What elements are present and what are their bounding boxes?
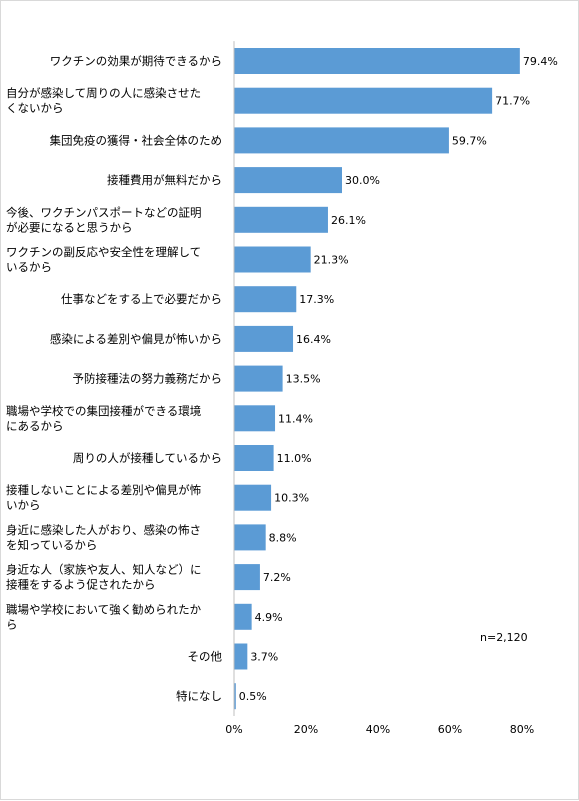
value-label-4: 30.0% [345, 174, 380, 187]
category-labels-layer: ワクチンの効果が期待できるから自分が感染して周りの人に感染させたくないから集団免… [6, 54, 222, 703]
bar-5 [234, 206, 328, 233]
category-label-12: 接種しないことによる差別や偏見が怖いから [6, 483, 201, 512]
bar-7 [234, 286, 297, 313]
value-label-8: 16.4% [296, 333, 331, 346]
bar-1 [234, 48, 520, 74]
sample-size-note: n=2,120 [480, 631, 528, 644]
value-label-13: 8.8% [269, 531, 297, 544]
x-tick-label-60: 60% [438, 723, 462, 736]
category-label-3: 集団免疫の獲得・社会全体のため [50, 133, 223, 147]
bar-4 [234, 167, 342, 194]
value-label-12: 10.3% [274, 492, 309, 505]
value-label-11: 11.0% [277, 452, 312, 465]
bar-10 [234, 405, 276, 432]
value-label-16: 3.7% [250, 651, 278, 664]
bar-8 [234, 325, 294, 352]
value-label-2: 71.7% [495, 95, 530, 108]
bar-12 [234, 484, 272, 511]
bar-14 [234, 564, 260, 591]
bars-layer [234, 48, 520, 710]
category-label-13: 身近に感染した人がおり、感染の怖さを知っているから [6, 523, 201, 552]
bar-17 [234, 683, 236, 710]
category-label-10: 職場や学校での集団接種ができる環境にあるから [6, 404, 201, 433]
x-tick-label-80: 80% [510, 723, 534, 736]
category-label-7: 仕事などをする上で必要だから [61, 292, 222, 306]
category-label-9: 予防接種法の努力義務だから [73, 372, 223, 386]
category-label-17: 特になし [176, 689, 222, 703]
category-label-2: 自分が感染して周りの人に感染させたくないから [6, 86, 201, 115]
category-label-5: 今後、ワクチンパスポートなどの証明が必要になると思うから [6, 205, 202, 234]
x-tick-label-40: 40% [366, 723, 390, 736]
value-label-5: 26.1% [331, 214, 366, 227]
category-label-6: ワクチンの副反応や安全性を理解しているから [6, 245, 201, 274]
bar-6 [234, 246, 311, 273]
bar-3 [234, 127, 449, 154]
bar-2 [234, 87, 493, 114]
bar-13 [234, 524, 266, 551]
value-label-6: 21.3% [314, 254, 349, 267]
value-label-3: 59.7% [452, 134, 487, 147]
value-label-14: 7.2% [263, 571, 291, 584]
value-label-9: 13.5% [286, 373, 321, 386]
bar-15 [234, 603, 252, 630]
bar-9 [234, 365, 283, 392]
category-label-11: 周りの人が接種しているから [73, 451, 222, 465]
bar-11 [234, 445, 274, 471]
value-label-15: 4.9% [255, 611, 283, 624]
category-label-16: その他 [188, 650, 223, 664]
category-label-15: 職場や学校において強く勧められたから [6, 602, 202, 631]
bar-16 [234, 643, 248, 670]
value-label-1: 79.4% [523, 55, 558, 68]
category-label-14: 身近な人（家族や友人、知人など）に接種をするよう促されたから [6, 563, 202, 592]
value-label-17: 0.5% [239, 690, 267, 703]
x-tick-label-0: 0% [225, 723, 242, 736]
x-tick-label-20: 20% [294, 723, 318, 736]
value-label-10: 11.4% [278, 412, 313, 425]
category-label-8: 感染による差別や偏見が怖いから [50, 332, 222, 346]
category-label-1: ワクチンの効果が期待できるから [50, 54, 222, 68]
category-label-4: 接種費用が無料だから [107, 173, 222, 187]
value-label-7: 17.3% [299, 293, 334, 306]
x-tick-labels-layer: 0% 20% 40% 60% 80% [225, 723, 534, 736]
value-labels-layer: 79.4% 71.7% 59.7% 30.0% 26.1% 21.3% 17.3% 16.4%… [239, 55, 558, 703]
